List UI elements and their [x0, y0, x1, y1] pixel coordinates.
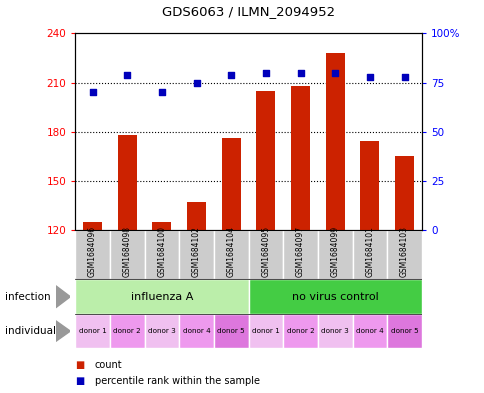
Bar [75, 314, 109, 348]
Text: GSM1684099: GSM1684099 [330, 226, 339, 277]
Bar [283, 314, 318, 348]
Point [296, 70, 304, 76]
Bar [248, 230, 283, 279]
Text: donor 2: donor 2 [113, 328, 141, 334]
Text: count: count [94, 360, 122, 371]
Text: infection: infection [5, 292, 50, 302]
Text: ■: ■ [75, 360, 84, 371]
Text: influenza A: influenza A [130, 292, 193, 302]
Text: donor 4: donor 4 [182, 328, 210, 334]
Text: no virus control: no virus control [291, 292, 378, 302]
Bar [144, 314, 179, 348]
Text: GSM1684096: GSM1684096 [88, 226, 97, 277]
Bar [152, 222, 171, 230]
Bar [394, 156, 413, 230]
Polygon shape [56, 321, 70, 342]
Bar [144, 230, 179, 279]
Bar [283, 230, 318, 279]
Bar [352, 230, 386, 279]
Text: GSM1684103: GSM1684103 [399, 226, 408, 277]
Bar [352, 314, 386, 348]
Bar [179, 230, 213, 279]
Text: percentile rank within the sample: percentile rank within the sample [94, 376, 259, 386]
Bar [179, 314, 213, 348]
Bar [318, 314, 352, 348]
Bar [325, 53, 344, 230]
Text: donor 2: donor 2 [286, 328, 314, 334]
Point [158, 89, 166, 95]
Text: donor 3: donor 3 [321, 328, 348, 334]
Point [227, 72, 235, 78]
Bar [109, 314, 144, 348]
Bar [75, 230, 109, 279]
Point [192, 79, 200, 86]
Bar [109, 230, 144, 279]
Bar [118, 135, 136, 230]
Text: individual: individual [5, 326, 56, 336]
Bar [256, 91, 275, 230]
Text: GSM1684097: GSM1684097 [295, 226, 304, 277]
Point [400, 73, 408, 80]
Text: donor 5: donor 5 [217, 328, 244, 334]
Point [365, 73, 373, 80]
Text: donor 1: donor 1 [252, 328, 279, 334]
Text: donor 1: donor 1 [78, 328, 106, 334]
Bar [248, 314, 283, 348]
Text: GSM1684095: GSM1684095 [261, 226, 270, 277]
Point [123, 72, 131, 78]
Text: donor 4: donor 4 [355, 328, 383, 334]
Bar [318, 230, 352, 279]
Text: donor 3: donor 3 [148, 328, 175, 334]
Bar [290, 86, 309, 230]
Point [89, 89, 96, 95]
Bar [187, 202, 206, 230]
Text: donor 5: donor 5 [390, 328, 418, 334]
Text: GSM1684102: GSM1684102 [192, 226, 201, 277]
Text: GSM1684098: GSM1684098 [122, 226, 132, 277]
Bar [213, 230, 248, 279]
Text: ■: ■ [75, 376, 84, 386]
Text: GDS6063 / ILMN_2094952: GDS6063 / ILMN_2094952 [162, 5, 334, 18]
Text: GSM1684101: GSM1684101 [364, 226, 374, 277]
Bar [83, 222, 102, 230]
Bar [386, 230, 421, 279]
Polygon shape [56, 286, 70, 308]
Point [331, 70, 338, 76]
Bar [213, 314, 248, 348]
Bar [360, 141, 378, 230]
Bar [248, 279, 421, 314]
Point [261, 70, 269, 76]
Text: GSM1684100: GSM1684100 [157, 226, 166, 277]
Bar [75, 279, 248, 314]
Bar [221, 138, 240, 230]
Bar [386, 314, 421, 348]
Text: GSM1684104: GSM1684104 [226, 226, 235, 277]
